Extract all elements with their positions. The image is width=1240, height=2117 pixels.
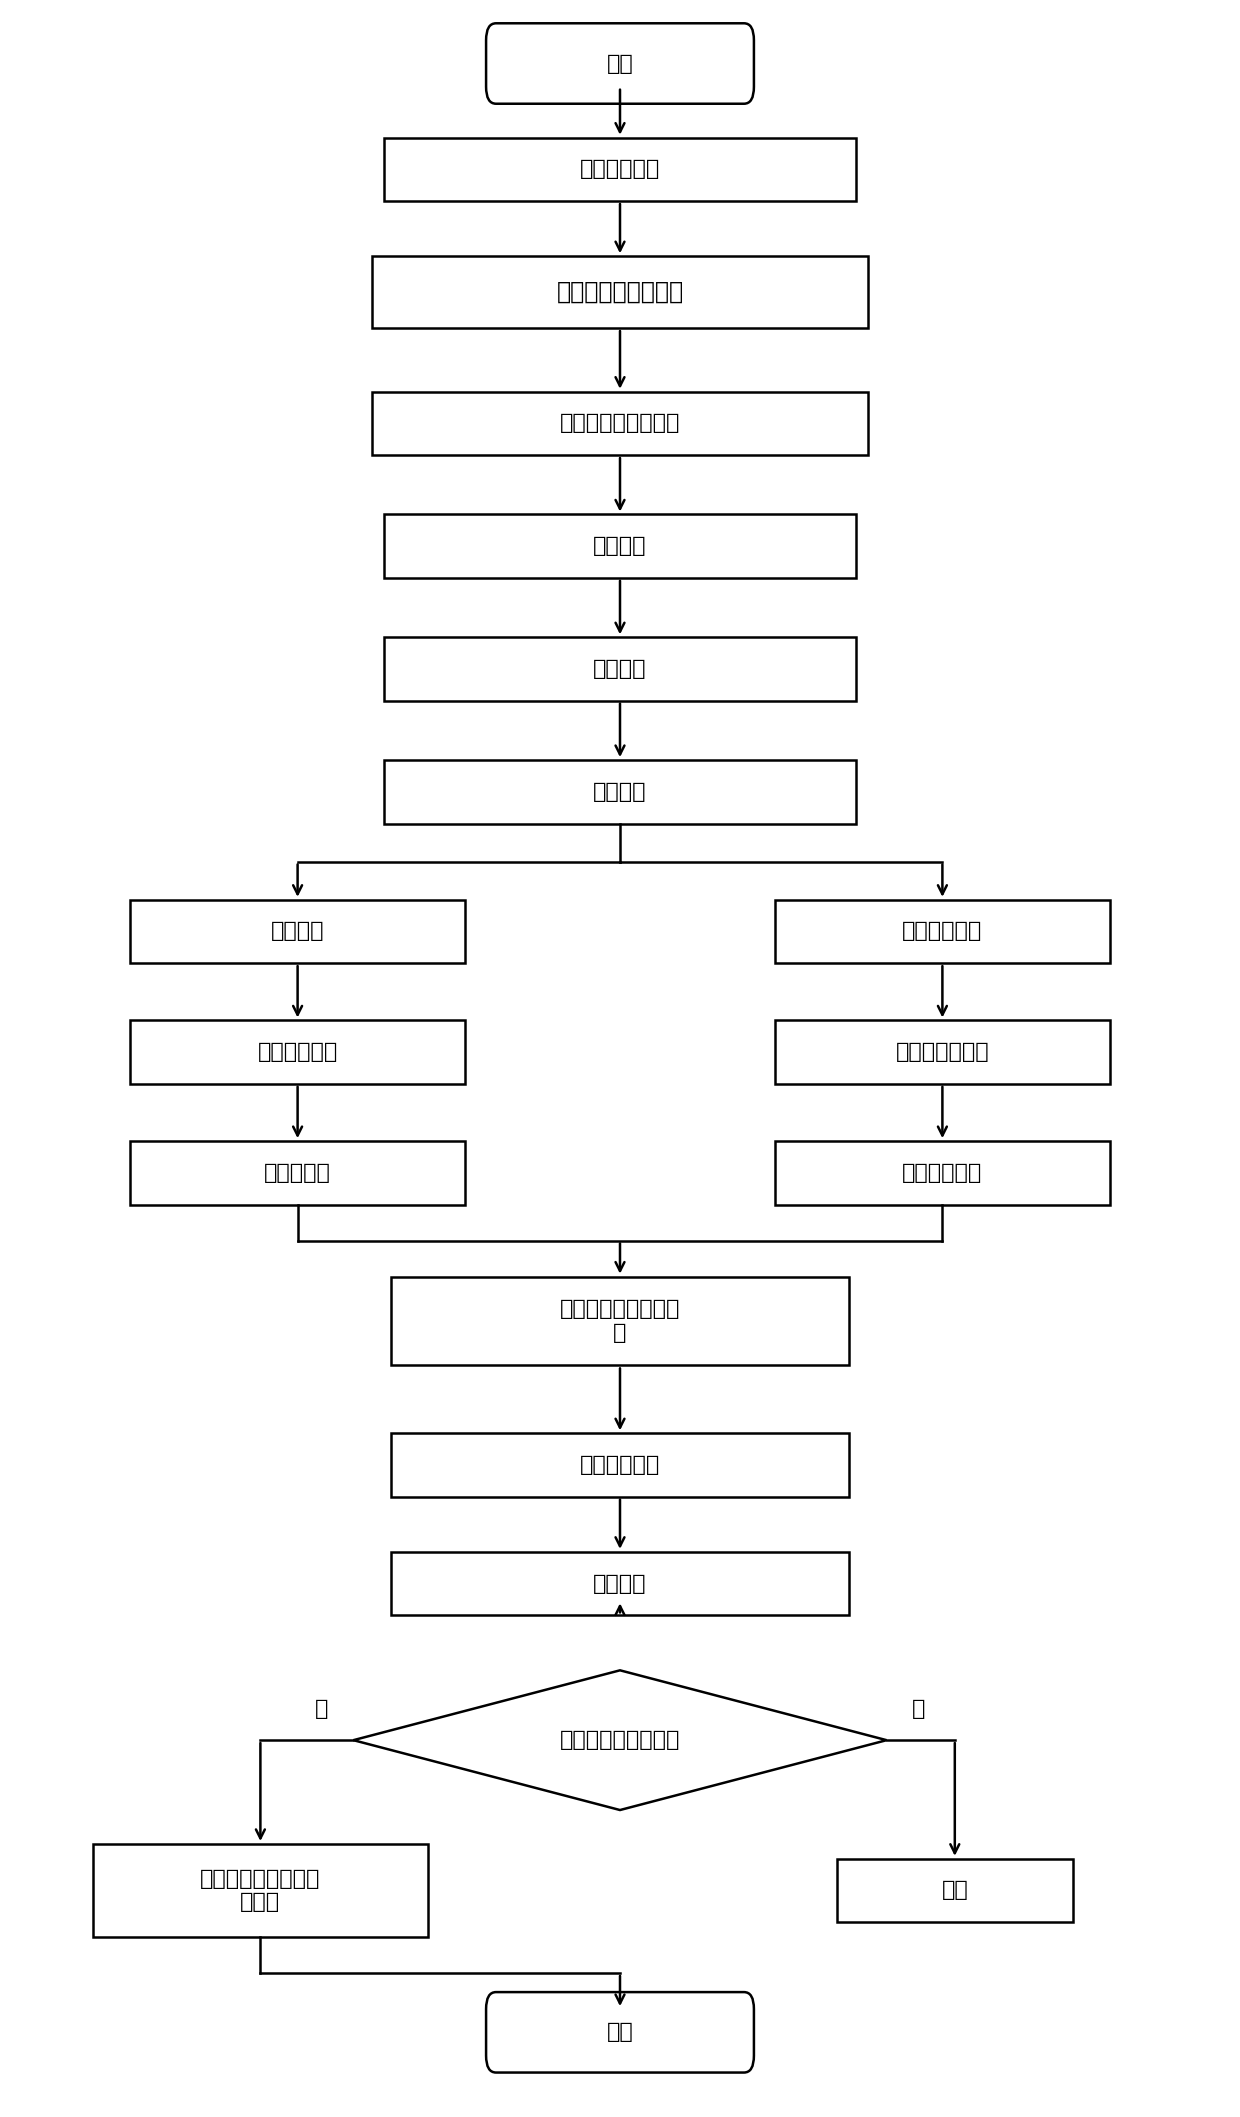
Text: 照亮图像: 照亮图像 [593, 781, 647, 802]
Text: 中值滤波: 中值滤波 [593, 536, 647, 557]
Bar [391, 1433, 849, 1497]
Bar [372, 256, 868, 328]
FancyBboxPatch shape [486, 23, 754, 104]
Text: 固定阈値分割: 固定阈値分割 [580, 159, 660, 180]
Text: 结束: 结束 [606, 2022, 634, 2043]
Bar [391, 1552, 849, 1615]
Polygon shape [353, 1670, 887, 1810]
Text: 选出探针区域: 选出探针区域 [903, 1162, 982, 1183]
Bar [130, 1141, 465, 1205]
Bar [384, 760, 856, 824]
Text: 得到裂纹位置标注在
原图上: 得到裂纹位置标注在 原图上 [200, 1869, 321, 1912]
Text: 否: 否 [911, 1700, 925, 1719]
Text: 引导滤波: 引导滤波 [593, 658, 647, 680]
Text: 图像取反: 图像取反 [270, 921, 325, 942]
Text: 是: 是 [315, 1700, 329, 1719]
FancyBboxPatch shape [486, 1992, 754, 2073]
Text: 形态学开闭运算操作: 形态学开闭运算操作 [557, 279, 683, 305]
Text: 局部阈値分割: 局部阈値分割 [903, 921, 982, 942]
Bar [384, 514, 856, 578]
Text: 傅里叶变换: 傅里叶变换 [264, 1162, 331, 1183]
Bar [130, 900, 465, 963]
Bar [93, 1844, 428, 1937]
Text: 求交集得到电池片区
域: 求交集得到电池片区 域 [559, 1300, 681, 1342]
Bar [384, 637, 856, 701]
Text: 判断线条是否为裂纹: 判断线条是否为裂纹 [559, 1730, 681, 1751]
Bar [130, 1020, 465, 1084]
Text: 排除误检区域: 排除误检区域 [580, 1454, 660, 1476]
Text: 提取线条: 提取线条 [593, 1573, 647, 1594]
Text: 排除: 排除 [941, 1880, 968, 1901]
Bar [391, 1277, 849, 1365]
Text: 形态学开闭运算: 形态学开闭运算 [895, 1042, 990, 1063]
Bar [775, 1141, 1110, 1205]
Bar [384, 138, 856, 201]
Bar [372, 392, 868, 455]
Text: 获得图像尺寸: 获得图像尺寸 [258, 1042, 337, 1063]
Text: 对矩形区域进行填充: 对矩形区域进行填充 [559, 413, 681, 434]
Bar [775, 1020, 1110, 1084]
Text: 开始: 开始 [606, 53, 634, 74]
Bar [837, 1859, 1073, 1922]
Bar [775, 900, 1110, 963]
